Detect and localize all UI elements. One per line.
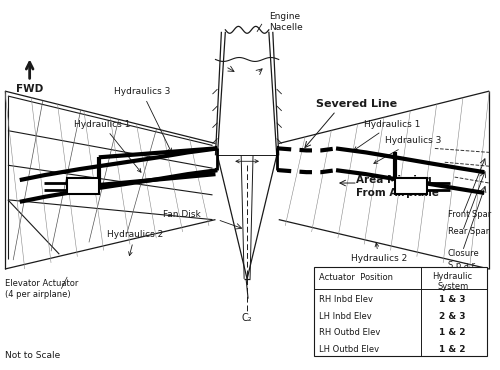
- Text: Closure
S p a r: Closure S p a r: [448, 249, 480, 270]
- Text: Engine
Nacelle: Engine Nacelle: [269, 12, 302, 32]
- Bar: [396, 178, 427, 194]
- Text: LH Outbd Elev: LH Outbd Elev: [319, 345, 380, 354]
- Text: Area Missing
From Airplane: Area Missing From Airplane: [356, 175, 438, 198]
- Text: 2 & 3: 2 & 3: [440, 312, 466, 320]
- Text: C₂: C₂: [242, 313, 252, 323]
- Text: RH Outbd Elev: RH Outbd Elev: [319, 328, 380, 337]
- Text: 1 & 2: 1 & 2: [440, 345, 466, 354]
- Text: Severed Line: Severed Line: [316, 99, 398, 109]
- Text: Elevator Actuator
(4 per airplane): Elevator Actuator (4 per airplane): [5, 279, 78, 299]
- Text: FWD: FWD: [16, 84, 44, 94]
- Text: Hydraulics 2: Hydraulics 2: [351, 243, 407, 263]
- Text: LH Inbd Elev: LH Inbd Elev: [319, 312, 372, 320]
- Text: Hydraulics 1: Hydraulics 1: [354, 120, 420, 150]
- Text: 1 & 2: 1 & 2: [440, 328, 466, 337]
- Text: Fan Disk: Fan Disk: [163, 210, 201, 219]
- Text: Hydraulic
System: Hydraulic System: [432, 272, 472, 292]
- Text: Hydraulics 2: Hydraulics 2: [106, 231, 163, 256]
- Text: Rear Spar: Rear Spar: [448, 227, 489, 236]
- Text: RH Inbd Elev: RH Inbd Elev: [319, 295, 373, 304]
- Bar: [314, 267, 488, 356]
- Text: Actuator  Position: Actuator Position: [319, 273, 393, 282]
- Text: 1 & 3: 1 & 3: [440, 295, 466, 304]
- Text: Not to Scale: Not to Scale: [5, 351, 60, 360]
- Bar: [67, 178, 99, 194]
- Text: Hydraulics 3: Hydraulics 3: [374, 137, 442, 164]
- Text: Hydraulics 1: Hydraulics 1: [74, 120, 141, 172]
- Text: Hydraulics 3: Hydraulics 3: [114, 87, 172, 152]
- Text: Front Spar: Front Spar: [448, 210, 491, 219]
